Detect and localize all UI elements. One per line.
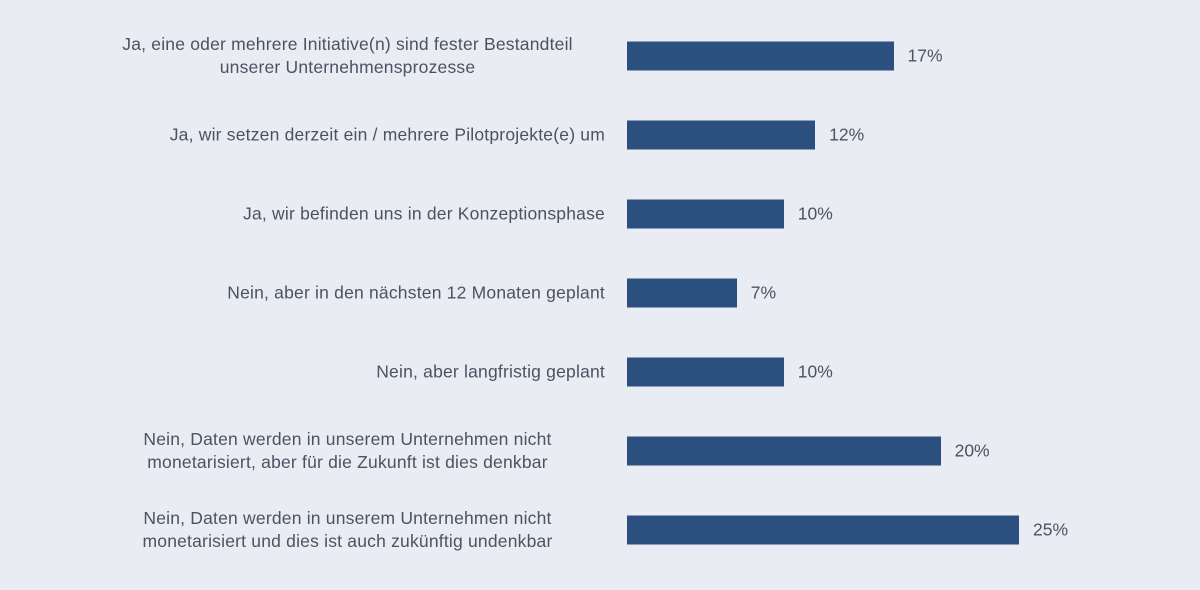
bar	[627, 199, 784, 228]
bar-row: Nein, Daten werden in unserem Unternehme…	[0, 411, 1200, 490]
value-label: 12%	[829, 124, 865, 144]
bar	[627, 120, 816, 149]
bar-row: Ja, wir setzen derzeit ein / mehrere Pil…	[0, 95, 1200, 174]
category-label: Nein, aber in den nächsten 12 Monaten ge…	[227, 282, 605, 302]
bar-row: Nein, Daten werden in unserem Unternehme…	[0, 490, 1200, 569]
value-label: 7%	[750, 282, 777, 302]
category-label: Nein, Daten werden in unserem Unternehme…	[142, 507, 553, 551]
category-label: Ja, eine oder mehrere Initiative(n) sind…	[122, 33, 573, 77]
category-label: Ja, wir befinden uns in der Konzeptionsp…	[243, 203, 605, 223]
bar	[627, 278, 737, 307]
bar	[627, 41, 894, 70]
bar-row: Ja, wir befinden uns in der Konzeptionsp…	[0, 174, 1200, 253]
bar	[627, 357, 784, 386]
value-label: 10%	[797, 203, 833, 223]
value-label: 25%	[1033, 519, 1069, 539]
value-label: 20%	[954, 440, 990, 460]
category-label: Nein, Daten werden in unserem Unternehme…	[143, 428, 552, 472]
category-label: Ja, wir setzen derzeit ein / mehrere Pil…	[169, 124, 605, 144]
value-label: 10%	[797, 361, 833, 381]
category-label: Nein, aber langfristig geplant	[376, 361, 605, 381]
bar-row: Ja, eine oder mehrere Initiative(n) sind…	[0, 16, 1200, 95]
bar-row: Nein, aber langfristig geplant 10%	[0, 332, 1200, 411]
bar-row: Nein, aber in den nächsten 12 Monaten ge…	[0, 253, 1200, 332]
value-label: 17%	[907, 45, 943, 65]
bar	[627, 515, 1019, 544]
bar	[627, 436, 941, 465]
